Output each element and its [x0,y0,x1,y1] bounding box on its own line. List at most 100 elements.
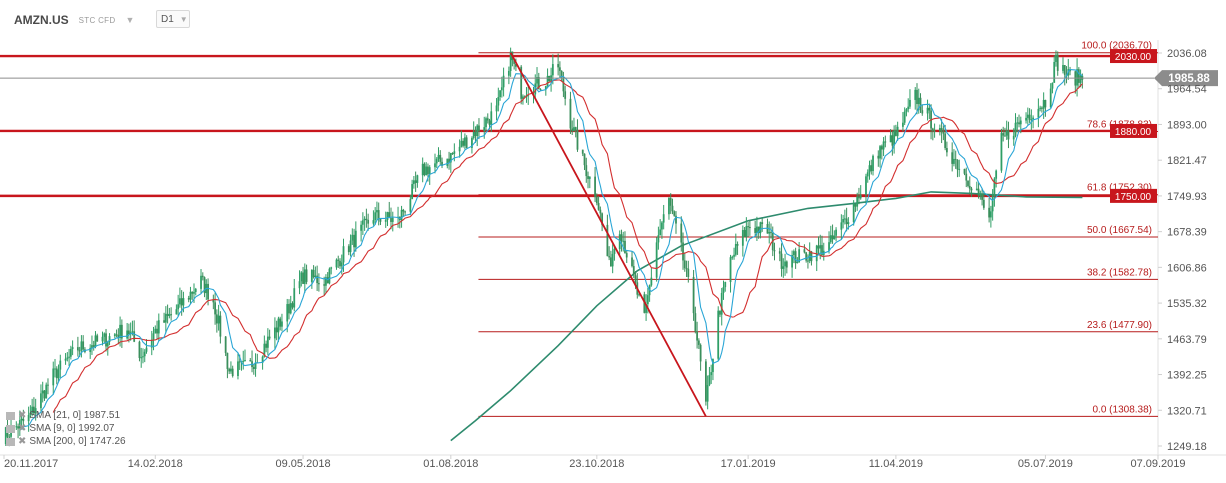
candle-body [133,331,136,342]
candle-body [40,393,42,409]
candle-body [729,257,732,283]
candle-body [882,141,885,150]
candle-body [41,390,44,394]
remove-indicator-icon[interactable]: ✖ [18,410,27,421]
candle-body [954,158,957,160]
y-tick-label: 1463.79 [1167,334,1207,346]
candle-body [975,188,978,191]
candle-body [483,127,486,132]
candle-body [59,360,62,370]
candle-body [622,240,625,242]
candle-body [995,170,998,179]
candle-body [940,128,943,133]
y-tick-label: 1893.00 [1167,119,1207,131]
candle-body [889,135,892,143]
candle-body [154,328,157,334]
candle-body [588,176,591,179]
candle-body [513,60,516,64]
candle-body [902,122,904,127]
candle-body [203,277,206,294]
candle-body [1040,107,1043,109]
candle-body [377,210,380,219]
candle-body [778,251,781,254]
candle-body [1012,135,1015,140]
candle-body [66,357,69,359]
settings-icon[interactable] [6,424,15,433]
candle-body [608,256,611,258]
candle-body [938,128,941,131]
candle-body [944,133,947,149]
candle-body [212,299,215,303]
fib-level-label: 38.2 (1582.78) [1087,267,1152,278]
y-tick-label: 1606.86 [1167,262,1207,274]
candle-body [699,344,702,362]
candle-body [831,235,834,240]
candle-body [179,298,181,305]
candle-body [310,269,313,282]
candle-body [696,331,699,341]
candle-body [226,352,229,369]
candle-body [931,128,934,132]
candle-body [632,266,635,276]
candle-body [416,175,419,183]
candle-body [293,288,296,308]
level-price-label: 1880.00 [1115,127,1152,138]
candle-body [254,362,257,369]
level-price-tag [1110,123,1157,138]
candle-body [507,70,510,76]
candle-body [819,245,822,249]
candle-body [1079,75,1082,83]
settings-icon[interactable] [6,437,15,446]
candle-body [238,361,241,363]
candle-body [303,269,306,284]
candle-body [1002,133,1005,136]
candle-body [289,303,292,314]
settings-icon[interactable] [6,411,15,420]
candle-body [784,261,786,267]
candle-body [365,218,368,220]
candle-body [694,313,697,332]
candle-body [1004,135,1006,137]
candle-body [193,291,195,294]
candle-body [537,77,540,90]
instrument-dropdown-icon[interactable]: ▼ [125,15,135,25]
symbol-label[interactable]: AMZN.US [14,13,69,27]
candle-body [15,426,18,428]
remove-indicator-icon[interactable]: ✖ [18,436,27,447]
candle-body [462,140,465,146]
candle-body [1062,65,1064,71]
indicator-legend: ✖ SMA [21, 0] 1987.51 ✖ SMA [9, 0] 1992.… [6,409,126,448]
candle-body [265,343,268,348]
candle-body [868,165,871,173]
candle-body [474,132,477,136]
timeframe-select[interactable]: D1 ▼ [156,10,190,28]
candle-body [335,259,338,268]
candle-body [96,335,99,342]
fibonacci-trendline[interactable] [509,52,707,417]
x-tick-label: 20.11.2017 [4,458,58,470]
candle-body [379,218,382,222]
candle-body [523,96,526,98]
candle-body [300,272,303,282]
remove-indicator-icon[interactable]: ✖ [18,423,27,434]
candle-body [794,251,797,264]
candle-body [351,234,354,241]
candle-body [856,196,859,207]
candle-body [439,154,442,162]
candle-body [94,335,97,347]
candle-body [587,176,589,179]
candle-body [1025,117,1027,121]
candle-body [865,176,867,195]
x-tick-label: 17.01.2019 [721,458,776,470]
candle-body [64,358,67,361]
legend-label-sma9: SMA [9, 0] 1992.07 [29,423,115,434]
candle-body [497,97,500,106]
candle-body [449,153,452,163]
candle-body [52,368,55,386]
candle-body [921,110,924,114]
candle-body [330,267,333,269]
candle-body [884,141,887,143]
chevron-down-icon: ▼ [179,14,188,24]
